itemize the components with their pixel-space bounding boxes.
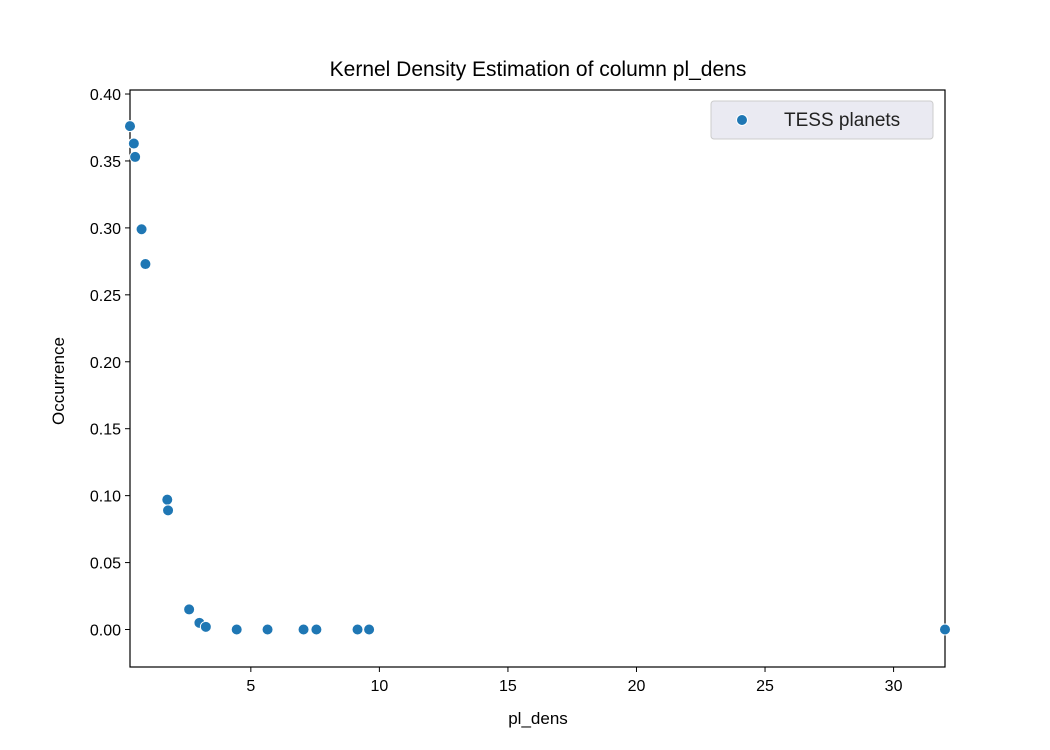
data-point — [162, 504, 175, 517]
legend: TESS planets — [710, 100, 934, 140]
x-tick-label: 5 — [246, 678, 255, 695]
x-axis: 5 10 15 20 25 30 — [246, 667, 903, 695]
data-point — [129, 150, 142, 163]
legend-marker — [736, 114, 748, 126]
chart-title: Kernel Density Estimation of column pl_d… — [330, 58, 747, 81]
y-tick-label: 0.40 — [90, 87, 121, 104]
data-point — [261, 623, 274, 636]
y-tick-label: 0.00 — [90, 623, 121, 640]
y-tick-label: 0.35 — [90, 154, 121, 171]
y-tick-label: 0.05 — [90, 556, 121, 573]
data-point — [297, 623, 310, 636]
data-point — [939, 623, 951, 636]
data-point — [124, 120, 136, 133]
y-axis-label: Occurrence — [49, 337, 68, 425]
x-tick-label: 20 — [628, 678, 646, 695]
data-point — [351, 623, 364, 636]
y-tick-label: 0.15 — [90, 422, 121, 439]
data-point — [127, 137, 140, 150]
data-point — [183, 603, 196, 616]
y-tick-label: 0.25 — [90, 288, 121, 305]
data-point — [310, 623, 323, 636]
data-point — [135, 223, 148, 236]
data-points — [124, 120, 951, 636]
y-tick-label: 0.10 — [90, 489, 121, 506]
y-tick-label: 0.30 — [90, 221, 121, 238]
x-tick-label: 15 — [499, 678, 517, 695]
axes-frame — [129, 89, 946, 668]
y-tick-label: 0.20 — [90, 355, 121, 372]
legend-box — [710, 100, 934, 140]
x-tick-label: 30 — [885, 678, 903, 695]
data-point — [363, 623, 376, 636]
y-axis: 0.00 0.05 0.10 0.15 0.20 0.25 0.30 0.35 0.40 — [90, 87, 130, 640]
data-point — [161, 493, 174, 506]
legend-label: TESS planets — [784, 110, 900, 131]
plot-area — [129, 89, 946, 668]
data-point — [139, 258, 152, 271]
data-point — [199, 620, 212, 633]
x-tick-label: 25 — [756, 678, 774, 695]
x-axis-label: pl_dens — [508, 709, 568, 728]
x-tick-label: 10 — [370, 678, 388, 695]
data-point — [230, 623, 243, 636]
